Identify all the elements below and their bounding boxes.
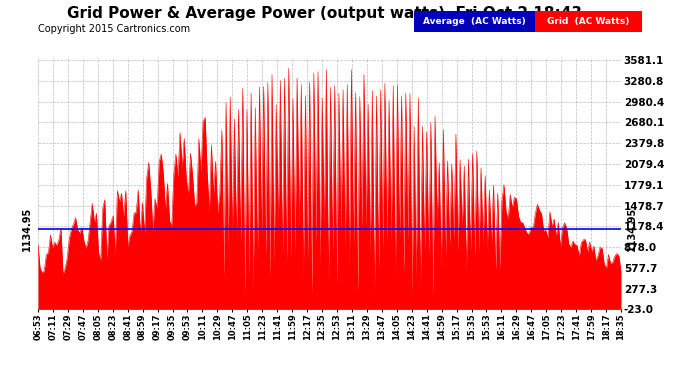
Text: Grid Power & Average Power (output watts)  Fri Oct 2 18:43: Grid Power & Average Power (output watts… xyxy=(67,6,582,21)
Text: Copyright 2015 Cartronics.com: Copyright 2015 Cartronics.com xyxy=(38,24,190,34)
Text: Grid  (AC Watts): Grid (AC Watts) xyxy=(547,17,629,26)
Text: 1134.95: 1134.95 xyxy=(627,207,637,252)
Text: 1134.95: 1134.95 xyxy=(22,207,32,252)
Text: Average  (AC Watts): Average (AC Watts) xyxy=(423,17,526,26)
